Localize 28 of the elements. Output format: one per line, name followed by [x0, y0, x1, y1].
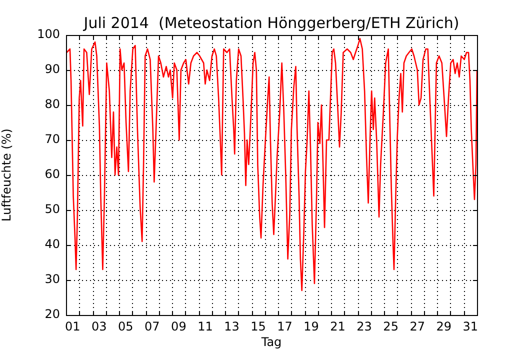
x-tick-label: 05 [118, 319, 134, 334]
x-tick-label: 31 [462, 319, 478, 334]
x-tick-label: 09 [171, 319, 186, 334]
y-tick-label: 70 [44, 132, 60, 146]
x-tick-label: 21 [330, 319, 346, 334]
x-tick-label: 15 [250, 319, 266, 334]
y-tick-label: 40 [44, 237, 60, 252]
x-tick-label: 11 [198, 319, 213, 334]
x-tick-label: 17 [277, 319, 292, 334]
y-tick-label: 60 [44, 167, 60, 182]
y-tick-label: 90 [44, 62, 60, 76]
x-tick-label: 19 [304, 319, 319, 334]
x-tick-label: 07 [144, 319, 160, 334]
y-tick-label: 80 [44, 97, 60, 112]
y-axis-title: Luftfeuchte (%) [0, 128, 14, 222]
chart-title: Juli 2014 (Meteostation Hönggerberg/ETH Zürich) [82, 14, 460, 32]
y-tick-label: 50 [44, 202, 60, 216]
x-tick-label: 29 [436, 319, 452, 334]
y-tick-label: 30 [44, 272, 60, 286]
y-tick-label: 20 [44, 307, 60, 322]
x-tick-label: 25 [383, 319, 398, 334]
x-axis-title: Tag [260, 334, 282, 349]
x-tick-label: 27 [410, 319, 425, 334]
y-tick-label: 100 [37, 27, 60, 42]
x-tick-label: 23 [356, 319, 372, 334]
x-tick-label: 01 [64, 319, 80, 334]
x-tick-label: 03 [92, 319, 107, 334]
x-tick-label: 13 [224, 319, 240, 334]
